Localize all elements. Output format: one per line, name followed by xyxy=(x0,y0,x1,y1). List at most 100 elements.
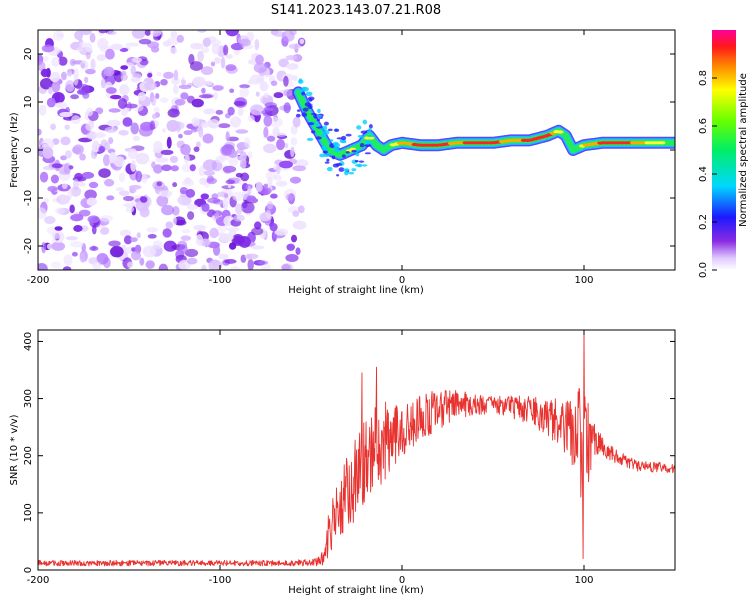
ridge-scatter xyxy=(323,121,329,126)
noise-speckle xyxy=(230,265,240,270)
noise-speckle xyxy=(90,58,96,71)
ridge-scatter xyxy=(338,167,345,172)
noise-speckle xyxy=(247,185,252,196)
noise-speckle xyxy=(240,201,255,214)
noise-speckle xyxy=(238,38,251,47)
ridge-scatter xyxy=(357,134,364,138)
noise-speckle xyxy=(254,221,262,230)
noise-speckle xyxy=(261,109,274,115)
noise-speckle xyxy=(66,68,72,77)
ridge-scatter xyxy=(322,125,328,131)
noise-speckle xyxy=(172,84,179,95)
noise-speckle xyxy=(153,140,163,151)
noise-speckle xyxy=(220,56,226,69)
noise-speckle xyxy=(158,263,169,270)
noise-speckle xyxy=(193,146,200,153)
ridge-scatter xyxy=(343,168,350,172)
ridge-scatter xyxy=(307,122,315,126)
noise-speckle xyxy=(283,75,289,87)
noise-speckle xyxy=(215,155,226,164)
ridge-scatter xyxy=(310,112,317,115)
noise-speckle xyxy=(235,129,249,134)
noise-speckle xyxy=(91,224,97,235)
noise-speckle xyxy=(172,182,178,188)
noise-speckle xyxy=(98,168,111,178)
noise-speckle xyxy=(210,61,216,67)
noise-speckle xyxy=(79,252,86,263)
noise-speckle xyxy=(275,180,288,187)
noise-speckle xyxy=(292,116,301,128)
noise-speckle xyxy=(225,131,230,142)
noise-speckle xyxy=(54,48,62,54)
ridge-scatter xyxy=(333,142,340,148)
noise-speckle xyxy=(156,71,162,77)
noise-speckle xyxy=(274,228,289,236)
noise-speckle xyxy=(41,56,49,62)
noise-speckle xyxy=(93,132,106,139)
noise-speckle xyxy=(104,126,118,133)
noise-speckle xyxy=(140,196,148,203)
snr-x-tick-label: -200 xyxy=(27,575,50,586)
noise-speckle xyxy=(54,92,60,104)
noise-speckle xyxy=(230,116,242,128)
noise-speckle xyxy=(273,174,282,181)
noise-speckle xyxy=(172,215,177,226)
ridge-scatter xyxy=(302,86,309,92)
ridge-scatter xyxy=(341,154,346,158)
ridge-scatter xyxy=(322,150,328,154)
noise-speckle xyxy=(84,76,89,84)
noise-speckle xyxy=(270,193,278,199)
noise-speckle xyxy=(150,45,160,53)
noise-speckle xyxy=(273,92,284,99)
ridge-scatter xyxy=(351,168,357,172)
noise-speckle xyxy=(186,204,199,210)
noise-speckle xyxy=(239,158,247,169)
snr-y-tick-label: 200 xyxy=(23,446,34,465)
noise-speckle xyxy=(138,38,152,45)
noise-speckle xyxy=(289,30,297,36)
ridge-scatter xyxy=(298,79,304,84)
snr-x-tick-label: -100 xyxy=(209,575,232,586)
noise-speckle xyxy=(160,97,169,103)
noise-speckle xyxy=(232,191,244,202)
noise-speckle xyxy=(263,143,277,154)
noise-speckle xyxy=(237,107,244,117)
noise-speckle xyxy=(105,48,115,60)
noise-speckle xyxy=(283,143,289,149)
noise-speckle xyxy=(297,205,305,214)
noise-speckle xyxy=(156,181,163,187)
noise-speckle xyxy=(54,207,66,215)
ridge-scatter xyxy=(367,130,371,134)
noise-speckle xyxy=(124,103,138,109)
noise-speckle xyxy=(211,39,222,47)
noise-speckle xyxy=(61,182,68,190)
noise-speckle xyxy=(176,121,181,133)
noise-speckle xyxy=(166,136,172,149)
noise-speckle xyxy=(200,66,214,75)
noise-speckle xyxy=(226,136,239,142)
noise-speckle xyxy=(86,130,97,140)
noise-speckle xyxy=(174,98,186,106)
ridge-scatter xyxy=(301,91,305,96)
noise-speckle xyxy=(221,185,235,190)
noise-speckle xyxy=(208,259,223,270)
ridge-scatter xyxy=(320,133,327,138)
noise-speckle xyxy=(122,117,133,127)
noise-speckle xyxy=(173,69,179,81)
noise-speckle xyxy=(184,154,190,164)
noise-speckle xyxy=(201,202,210,212)
spectrogram-y-tick-label: 20 xyxy=(23,48,34,61)
noise-speckle xyxy=(69,58,76,67)
noise-speckle xyxy=(167,108,180,118)
ridge-scatter xyxy=(324,161,330,164)
noise-speckle xyxy=(46,97,56,108)
noise-speckle xyxy=(135,152,150,165)
ridge-scatter xyxy=(316,114,322,118)
noise-speckle xyxy=(223,44,229,56)
noise-speckle xyxy=(193,224,206,231)
noise-speckle xyxy=(39,78,53,90)
noise-speckle xyxy=(40,68,49,78)
noise-speckle xyxy=(160,78,168,86)
ridge-scatter xyxy=(340,141,347,144)
colorbar: 0.0 0.2 0.4 0.6 0.8 Normalized spectral ampl… xyxy=(698,30,749,278)
